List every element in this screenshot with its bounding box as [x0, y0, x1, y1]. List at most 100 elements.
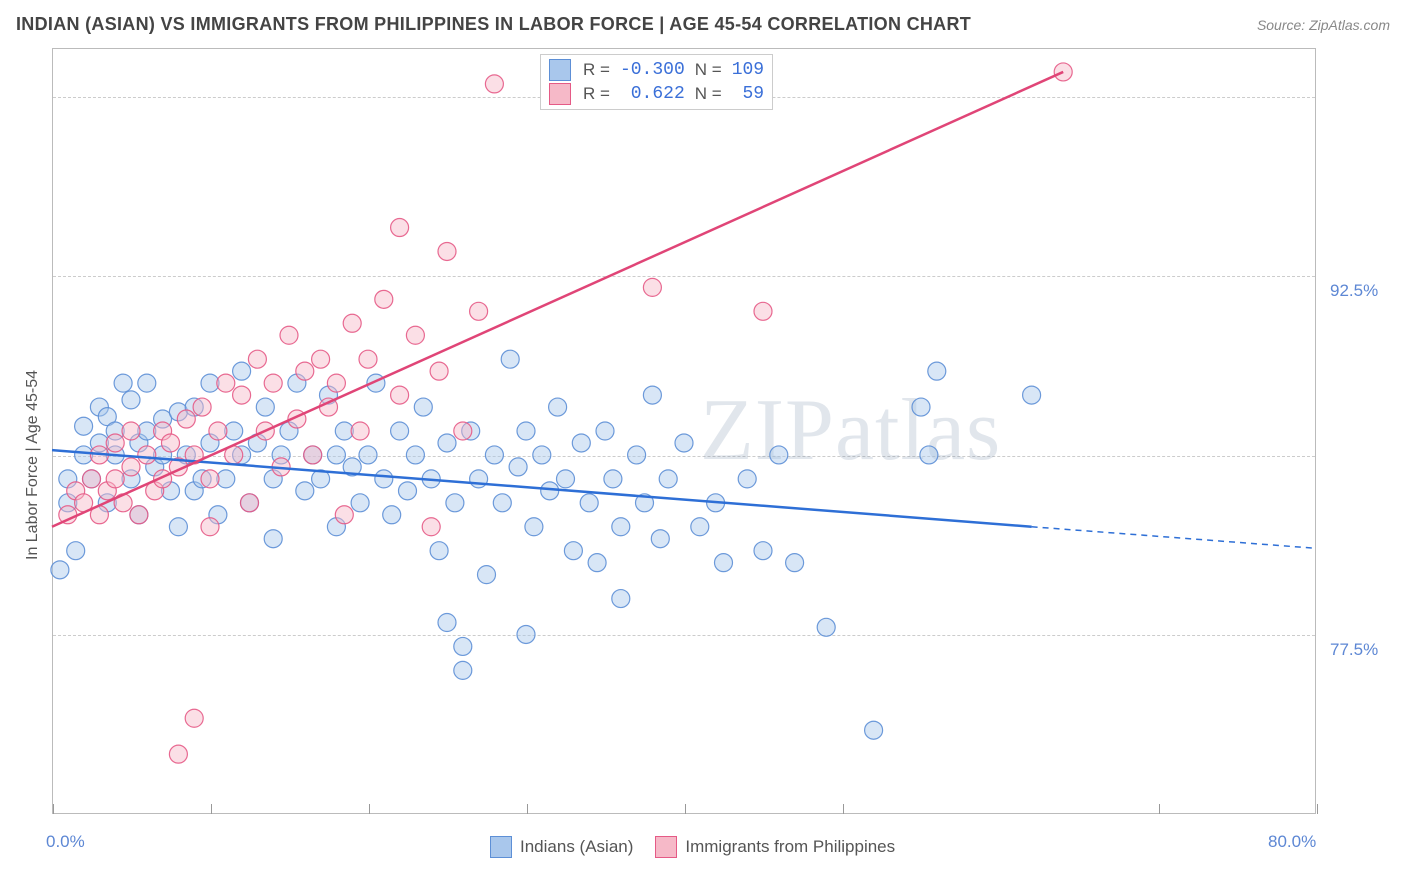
y-tick-label: 92.5%	[1330, 281, 1378, 301]
data-point	[928, 362, 946, 380]
data-point	[533, 446, 551, 464]
legend-series-name: Immigrants from Philippines	[685, 837, 895, 857]
data-point	[612, 590, 630, 608]
legend-n-label: N =	[695, 60, 722, 80]
data-point	[478, 566, 496, 584]
data-point	[351, 422, 369, 440]
data-point	[604, 470, 622, 488]
data-point	[501, 350, 519, 368]
data-point	[296, 482, 314, 500]
data-point	[256, 398, 274, 416]
data-point	[493, 494, 511, 512]
data-point	[651, 530, 669, 548]
chart-svg-layer	[0, 0, 1406, 892]
data-point	[162, 434, 180, 452]
data-point	[264, 530, 282, 548]
data-point	[754, 542, 772, 560]
data-point	[391, 386, 409, 404]
data-point	[406, 446, 424, 464]
legend-correlation-box: R =-0.300N =109R =0.622N =59	[540, 54, 773, 110]
data-point	[209, 422, 227, 440]
data-point	[438, 434, 456, 452]
x-tick-label: 80.0%	[1268, 832, 1316, 852]
legend-n-value: 59	[732, 84, 764, 104]
data-point	[430, 362, 448, 380]
data-point	[643, 278, 661, 296]
data-point	[517, 625, 535, 643]
legend-swatch	[549, 59, 571, 81]
data-point	[138, 446, 156, 464]
data-point	[612, 518, 630, 536]
data-point	[659, 470, 677, 488]
data-point	[296, 362, 314, 380]
data-point	[754, 302, 772, 320]
x-tick-label: 0.0%	[46, 832, 85, 852]
legend-r-value: -0.300	[620, 60, 685, 80]
data-point	[327, 446, 345, 464]
data-point	[248, 350, 266, 368]
data-point	[51, 561, 69, 579]
data-point	[193, 398, 211, 416]
data-point	[422, 518, 440, 536]
y-tick-label: 77.5%	[1330, 640, 1378, 660]
data-point	[485, 446, 503, 464]
data-point	[525, 518, 543, 536]
data-point	[241, 494, 259, 512]
data-point	[564, 542, 582, 560]
regression-line	[52, 72, 1063, 527]
legend-series-name: Indians (Asian)	[520, 837, 633, 857]
legend-swatch	[490, 836, 512, 858]
regression-line-extension	[1032, 527, 1316, 549]
data-point	[786, 554, 804, 572]
data-point	[327, 374, 345, 392]
data-point	[59, 506, 77, 524]
data-point	[122, 422, 140, 440]
legend-r-value: 0.622	[620, 84, 685, 104]
data-point	[351, 494, 369, 512]
legend-series-item: Indians (Asian)	[490, 836, 633, 858]
data-point	[691, 518, 709, 536]
data-point	[391, 219, 409, 237]
data-point	[177, 410, 195, 428]
data-point	[201, 518, 219, 536]
data-point	[675, 434, 693, 452]
data-point	[83, 470, 101, 488]
data-point	[541, 482, 559, 500]
data-point	[406, 326, 424, 344]
data-point	[517, 422, 535, 440]
data-point	[130, 506, 148, 524]
legend-series: Indians (Asian) Immigrants from Philippin…	[490, 836, 895, 858]
data-point	[280, 326, 298, 344]
legend-swatch	[549, 83, 571, 105]
data-point	[359, 446, 377, 464]
data-point	[865, 721, 883, 739]
data-point	[399, 482, 417, 500]
data-point	[1023, 386, 1041, 404]
data-point	[438, 614, 456, 632]
data-point	[912, 398, 930, 416]
data-point	[430, 542, 448, 560]
data-point	[628, 446, 646, 464]
data-point	[359, 350, 377, 368]
legend-r-label: R =	[583, 84, 610, 104]
data-point	[549, 398, 567, 416]
legend-series-item: Immigrants from Philippines	[655, 836, 895, 858]
legend-r-label: R =	[583, 60, 610, 80]
data-point	[169, 518, 187, 536]
data-point	[414, 398, 432, 416]
data-point	[596, 422, 614, 440]
data-point	[122, 391, 140, 409]
data-point	[557, 470, 575, 488]
data-point	[715, 554, 733, 572]
legend-n-value: 109	[732, 60, 764, 80]
data-point	[391, 422, 409, 440]
data-point	[485, 75, 503, 93]
data-point	[185, 709, 203, 727]
data-point	[264, 374, 282, 392]
data-point	[233, 362, 251, 380]
data-point	[138, 374, 156, 392]
data-point	[438, 242, 456, 260]
legend-swatch	[655, 836, 677, 858]
data-point	[304, 446, 322, 464]
data-point	[470, 302, 488, 320]
